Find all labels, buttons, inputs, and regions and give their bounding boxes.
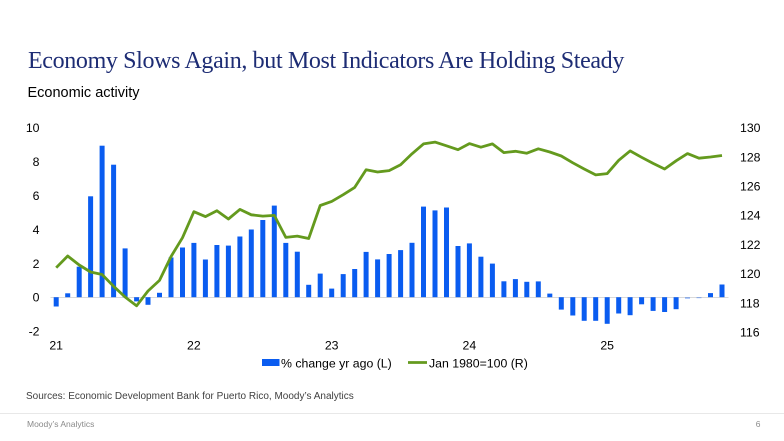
svg-text:25: 25 xyxy=(600,339,614,353)
svg-text:Jan 1980=100 (R): Jan 1980=100 (R) xyxy=(429,357,528,371)
svg-text:22: 22 xyxy=(187,339,201,353)
svg-text:116: 116 xyxy=(740,326,760,340)
svg-text:0: 0 xyxy=(33,291,40,305)
svg-text:10: 10 xyxy=(26,121,40,135)
svg-text:128: 128 xyxy=(740,150,761,164)
svg-text:130: 130 xyxy=(740,121,761,135)
svg-text:% change yr ago (L): % change yr ago (L) xyxy=(281,357,392,371)
svg-text:126: 126 xyxy=(740,180,761,194)
svg-text:118: 118 xyxy=(740,296,760,310)
svg-text:124: 124 xyxy=(740,209,761,223)
svg-text:24: 24 xyxy=(463,339,477,353)
svg-text:122: 122 xyxy=(740,238,761,252)
svg-text:-2: -2 xyxy=(29,325,40,339)
svg-text:21: 21 xyxy=(49,339,63,353)
svg-text:2: 2 xyxy=(33,257,40,271)
svg-text:6: 6 xyxy=(33,189,40,203)
svg-text:8: 8 xyxy=(33,155,40,169)
svg-text:120: 120 xyxy=(740,267,761,281)
svg-text:23: 23 xyxy=(325,339,339,353)
svg-text:4: 4 xyxy=(33,223,40,237)
